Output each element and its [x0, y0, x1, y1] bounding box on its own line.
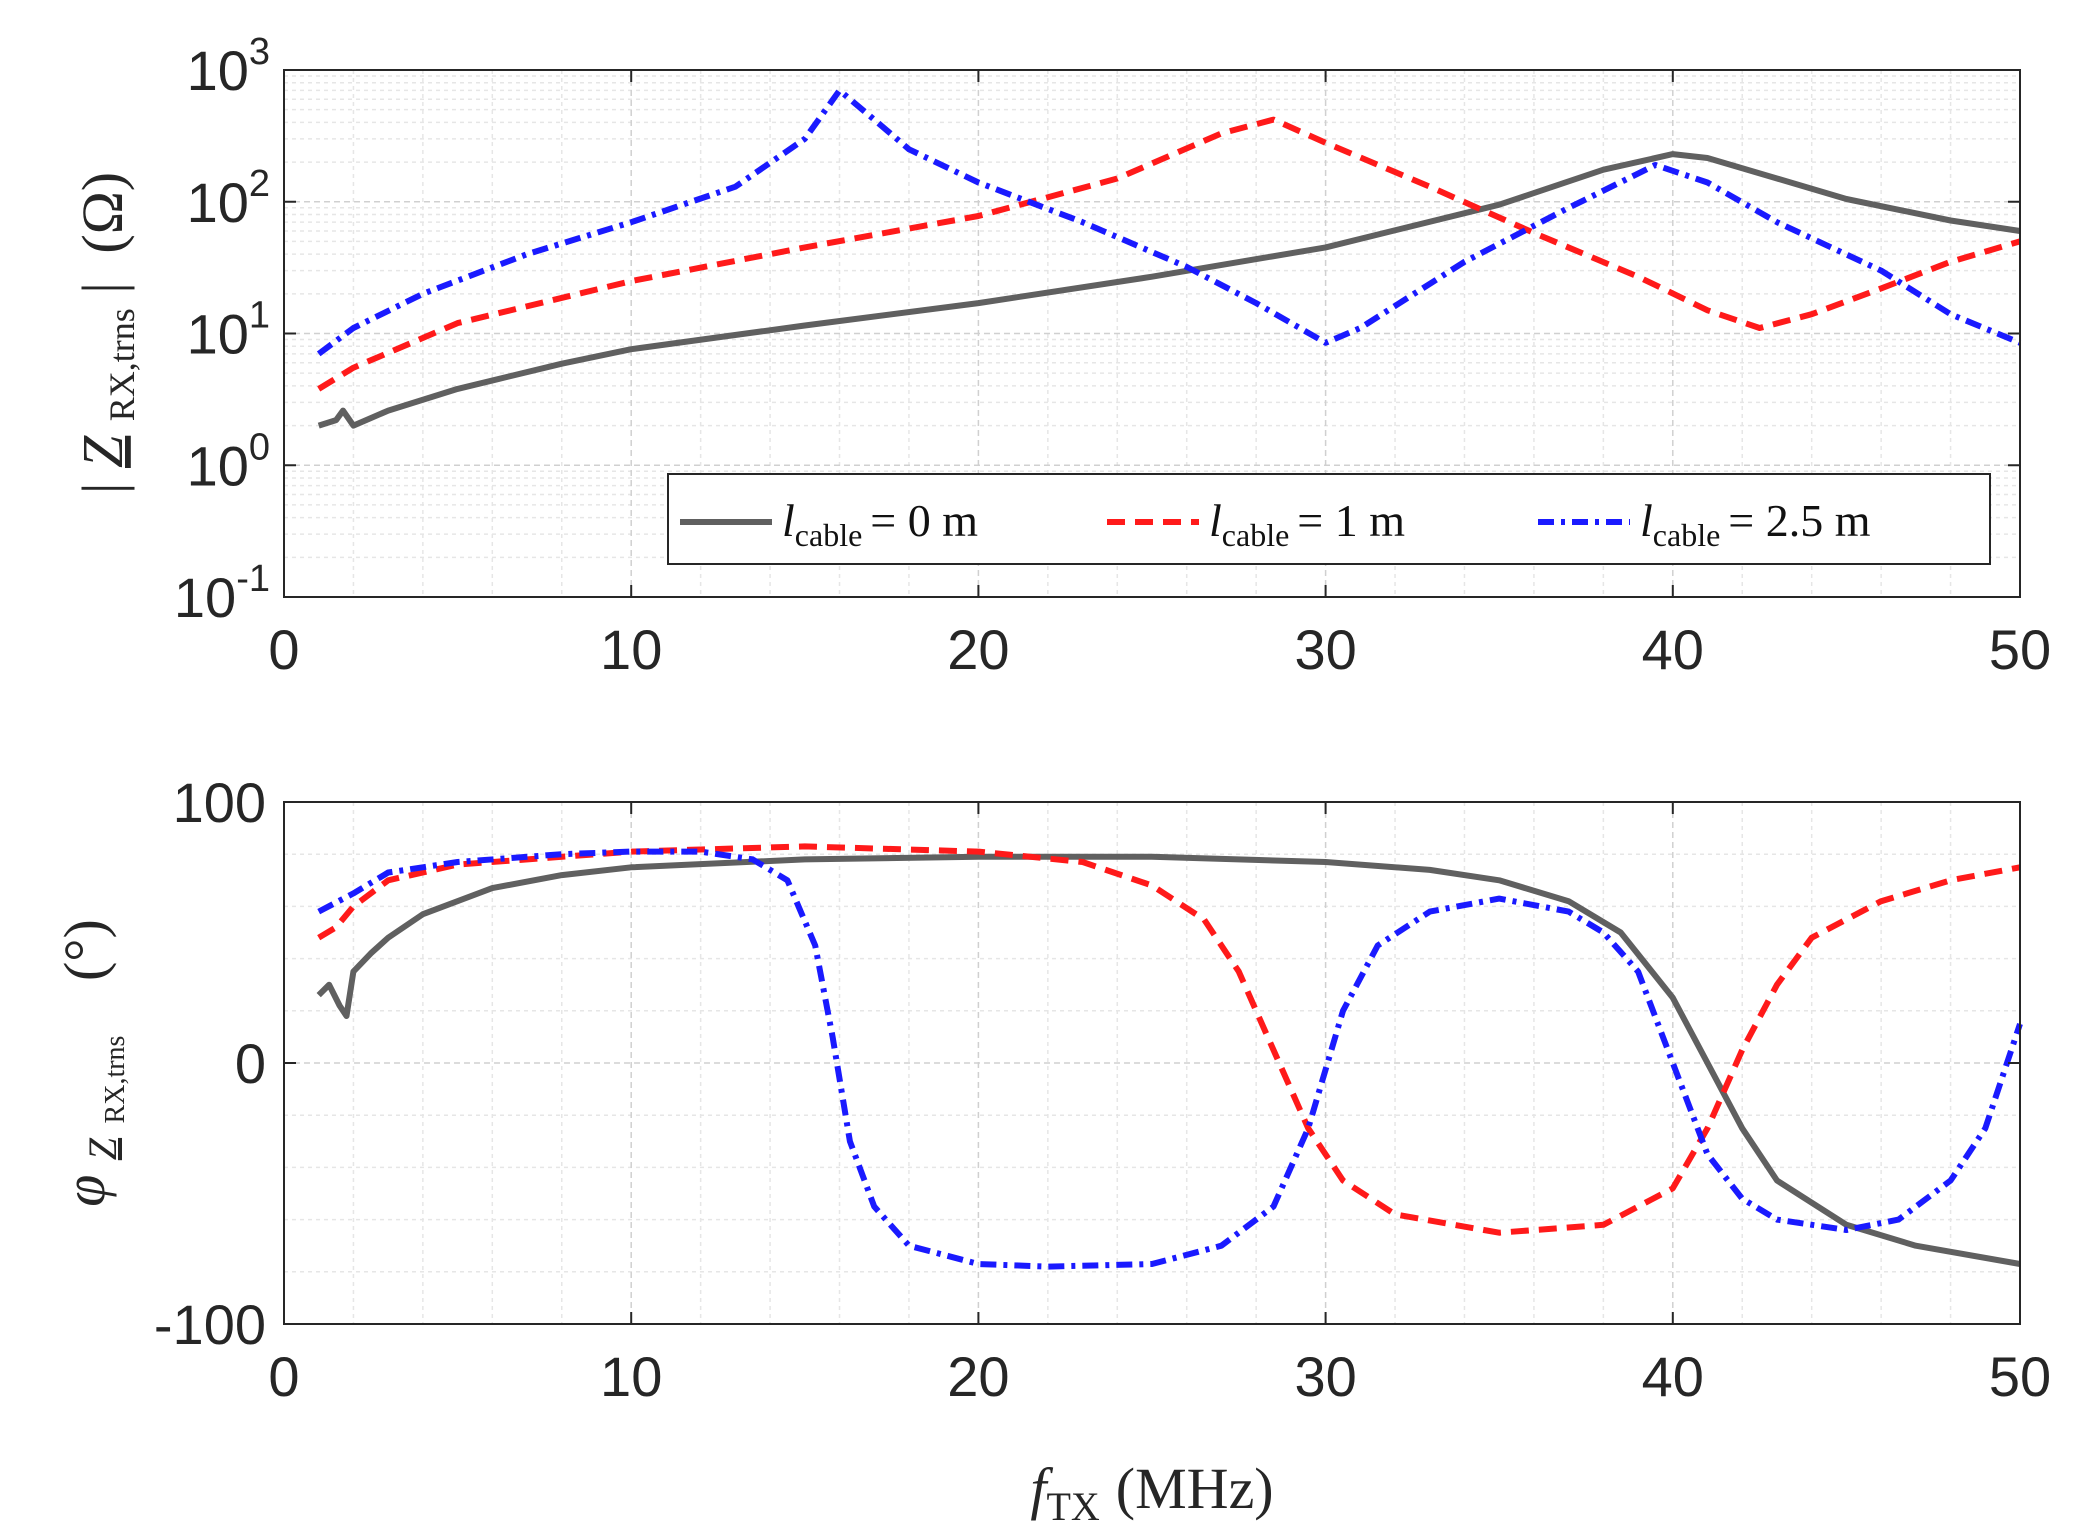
phase-plot-area	[284, 802, 2020, 1324]
phase-series-line-0	[316, 853, 2021, 1267]
ylabel-var: Z	[70, 435, 135, 468]
magnitude-panel: 10-1 100 101 102 103 0 10 20 30 40 50 | Z RX,trns…	[70, 31, 2051, 681]
x-tick-label: 0	[268, 1345, 299, 1408]
y-tick-label: 102	[187, 163, 270, 234]
ylabel-bar-right: |	[70, 282, 135, 294]
y-tick-label: 10-1	[174, 558, 270, 629]
ylabel-unit: (Ω)	[70, 172, 135, 254]
y-tick-label: 101	[187, 295, 270, 366]
magnitude-series-line-0	[317, 151, 2021, 429]
phase-xtick-labels: 0 10 20 30 40 50	[268, 1345, 2051, 1408]
phase-series-line-2	[317, 848, 2023, 1270]
x-tick-label: 10	[600, 1345, 662, 1408]
phase-ylabel-unit: (°)	[52, 919, 117, 981]
x-tick-label: 50	[1989, 1345, 2051, 1408]
x-tick-label: 20	[947, 1345, 1009, 1408]
y-tick-label: 100	[173, 771, 266, 834]
x-tick-label: 0	[268, 618, 299, 681]
magnitude-grid	[283, 69, 2021, 598]
legend-label-2: lcable = 2.5 m	[1640, 495, 1871, 553]
magnitude-xtick-labels: 0 10 20 30 40 50	[268, 618, 2051, 681]
magnitude-series-line-1	[317, 116, 2021, 392]
magnitude-ytick-labels: 10-1 100 101 102 103	[174, 31, 270, 629]
ylabel-sub: RX,trns	[102, 308, 142, 421]
x-tick-label: 30	[1294, 618, 1356, 681]
x-tick-label: 20	[947, 618, 1009, 681]
magnitude-ylabel: | Z RX,trns | (Ω)	[70, 172, 147, 494]
phase-grid	[283, 801, 2021, 1325]
phase-xlabel: fTX (MHz)	[1030, 1456, 1273, 1529]
phase-ticks	[283, 801, 2021, 1325]
phase-ylabel-sub: RX,trns	[100, 1036, 131, 1124]
x-tick-label: 50	[1989, 618, 2051, 681]
x-tick-label: 40	[1642, 618, 1704, 681]
xlabel-sub: TX	[1046, 1484, 1099, 1529]
y-tick-label: 0	[235, 1032, 266, 1095]
y-tick-label: 100	[187, 426, 270, 497]
x-tick-label: 40	[1642, 1345, 1704, 1408]
y-tick-label: -100	[154, 1293, 266, 1356]
ylabel-bar-left: |	[70, 483, 135, 495]
y-tick-label: 103	[187, 31, 270, 102]
x-tick-label: 30	[1294, 1345, 1356, 1408]
xlabel-unit: (MHz)	[1116, 1456, 1274, 1521]
legend-label-0: lcable = 0 m	[782, 495, 978, 553]
phase-ylabel-subvar: Z	[80, 1137, 125, 1160]
magnitude-series-line-2	[316, 87, 2022, 357]
legend-label-1: lcable = 1 m	[1209, 495, 1405, 553]
phase-ytick-labels: -100 0 100	[154, 771, 266, 1356]
x-tick-label: 10	[600, 618, 662, 681]
magnitude-series	[316, 87, 2022, 429]
legend: lcable = 0 m lcable = 1 m lcable = 2.5 m	[667, 473, 1991, 565]
legend-box	[667, 473, 1991, 565]
phase-ylabel-var: φ	[52, 1175, 117, 1207]
phase-ylabel: φ Z RX,trns (°)	[52, 919, 137, 1207]
phase-series	[316, 843, 2023, 1270]
magnitude-ticks	[283, 69, 2021, 598]
